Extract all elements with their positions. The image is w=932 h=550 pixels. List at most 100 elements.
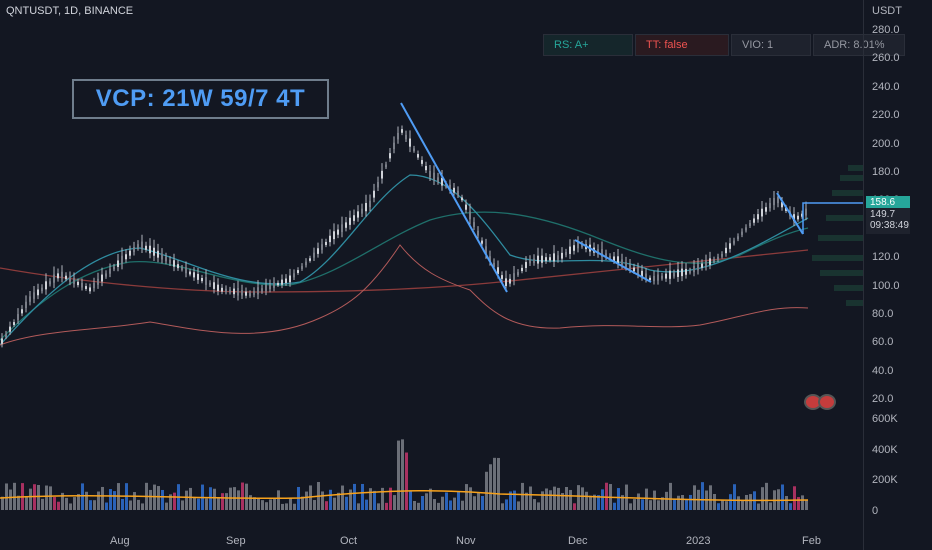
pivot-line[interactable] <box>802 202 864 234</box>
volume-bar <box>161 489 164 510</box>
volume-bar <box>661 497 664 510</box>
volume-bar <box>485 471 488 510</box>
price-tick-label: 20.0 <box>872 393 894 406</box>
volume-bar <box>693 485 696 510</box>
volume-bar <box>517 501 520 510</box>
volume-bar <box>245 483 248 510</box>
ma-mid-line <box>0 211 809 341</box>
price-axis[interactable]: USDT 280.0260.0240.0220.0200.0180.0160.0… <box>863 0 932 550</box>
volume-bar <box>669 482 672 510</box>
volume-bar <box>689 494 692 510</box>
volume-bar <box>509 491 512 510</box>
volume-bar <box>93 500 96 510</box>
price-candle-body <box>265 284 267 292</box>
volume-bar <box>481 496 484 510</box>
volume-bar <box>765 482 768 510</box>
price-candle-body <box>741 231 743 235</box>
volume-bar <box>729 494 732 510</box>
volume-average-line <box>0 489 809 502</box>
price-candle-body <box>737 236 739 240</box>
volume-bar <box>597 495 600 510</box>
volume-bar <box>361 483 364 510</box>
price-candle-body <box>669 270 671 279</box>
price-candle-body <box>437 177 439 182</box>
price-candle-body <box>225 288 227 293</box>
volume-bar <box>277 490 280 510</box>
price-candle-body <box>285 278 287 283</box>
volume-bar <box>453 497 456 510</box>
price-candle-body <box>181 267 183 270</box>
price-candle-body <box>77 281 79 286</box>
price-candle-body <box>73 278 75 284</box>
price-candle-body <box>121 255 123 264</box>
volume-tick-label: 400K <box>872 443 898 456</box>
volume-bar <box>173 492 176 510</box>
volume-bar <box>489 464 492 510</box>
volume-bar <box>553 486 556 510</box>
chart-canvas[interactable] <box>0 0 864 530</box>
volume-bar <box>645 488 648 510</box>
price-candle-body <box>321 244 323 250</box>
price-candle-body <box>537 255 539 264</box>
price-candle-body <box>333 231 335 240</box>
volume-bar <box>405 452 408 510</box>
price-candle-body <box>429 171 431 177</box>
price-candle-body <box>701 263 703 268</box>
volume-bar <box>1 496 4 510</box>
price-candle-body <box>565 252 567 256</box>
rs-line <box>0 244 809 346</box>
volume-bar <box>449 500 452 510</box>
contraction-line-3[interactable] <box>776 192 804 235</box>
price-candle-body <box>93 282 95 289</box>
volume-bar <box>649 500 652 510</box>
price-candle-body <box>637 268 639 275</box>
price-candle-body <box>221 287 223 292</box>
price-candle-body <box>465 204 467 210</box>
price-candle-body <box>417 154 419 158</box>
volume-bar <box>9 489 12 510</box>
price-candle-body <box>681 268 683 277</box>
volume-bar <box>385 502 388 510</box>
time-tick-label: Oct <box>340 535 358 547</box>
volume-bar <box>381 487 384 510</box>
price-candle-body <box>53 274 55 283</box>
price-candle-body <box>185 267 187 274</box>
price-candle-body <box>389 153 391 159</box>
event-flag-icon[interactable] <box>818 394 836 410</box>
price-candle-body <box>329 235 331 243</box>
volume-bar <box>269 499 272 510</box>
contraction-line-2[interactable] <box>574 239 652 283</box>
volume-bar <box>465 484 468 510</box>
volume-bar <box>29 488 32 510</box>
price-candle-body <box>653 275 655 282</box>
price-candle-body <box>357 211 359 218</box>
volume-bar <box>389 487 392 510</box>
price-candle-body <box>409 138 411 147</box>
volume-bar <box>289 498 292 510</box>
volume-bar <box>737 496 740 510</box>
volume-bar <box>613 502 616 510</box>
volume-bar <box>237 490 240 510</box>
price-candle-body <box>297 270 299 273</box>
price-candle-body <box>605 253 607 258</box>
price-candle-body <box>421 160 423 164</box>
current-price-badge: 158.6 <box>866 196 910 209</box>
price-candle-body <box>729 243 731 249</box>
price-candle-body <box>309 258 311 261</box>
volume-bar <box>521 482 524 510</box>
time-tick-label: Aug <box>110 535 130 547</box>
price-candle-body <box>709 258 711 265</box>
price-candle-body <box>461 197 463 201</box>
volume-bar <box>801 495 804 510</box>
vcp-annotation[interactable]: VCP: 21W 59/7 4T <box>72 79 329 119</box>
volume-bar <box>285 503 288 510</box>
price-candle-body <box>469 211 471 220</box>
volume-bar <box>17 495 20 510</box>
volume-bar <box>637 493 640 510</box>
price-candle-body <box>161 253 163 260</box>
price-candle-body <box>1 338 3 344</box>
price-candle-body <box>149 245 151 254</box>
price-candle-body <box>649 277 651 281</box>
price-tick-label: 60.0 <box>872 336 894 349</box>
contraction-line-1[interactable] <box>400 102 508 293</box>
